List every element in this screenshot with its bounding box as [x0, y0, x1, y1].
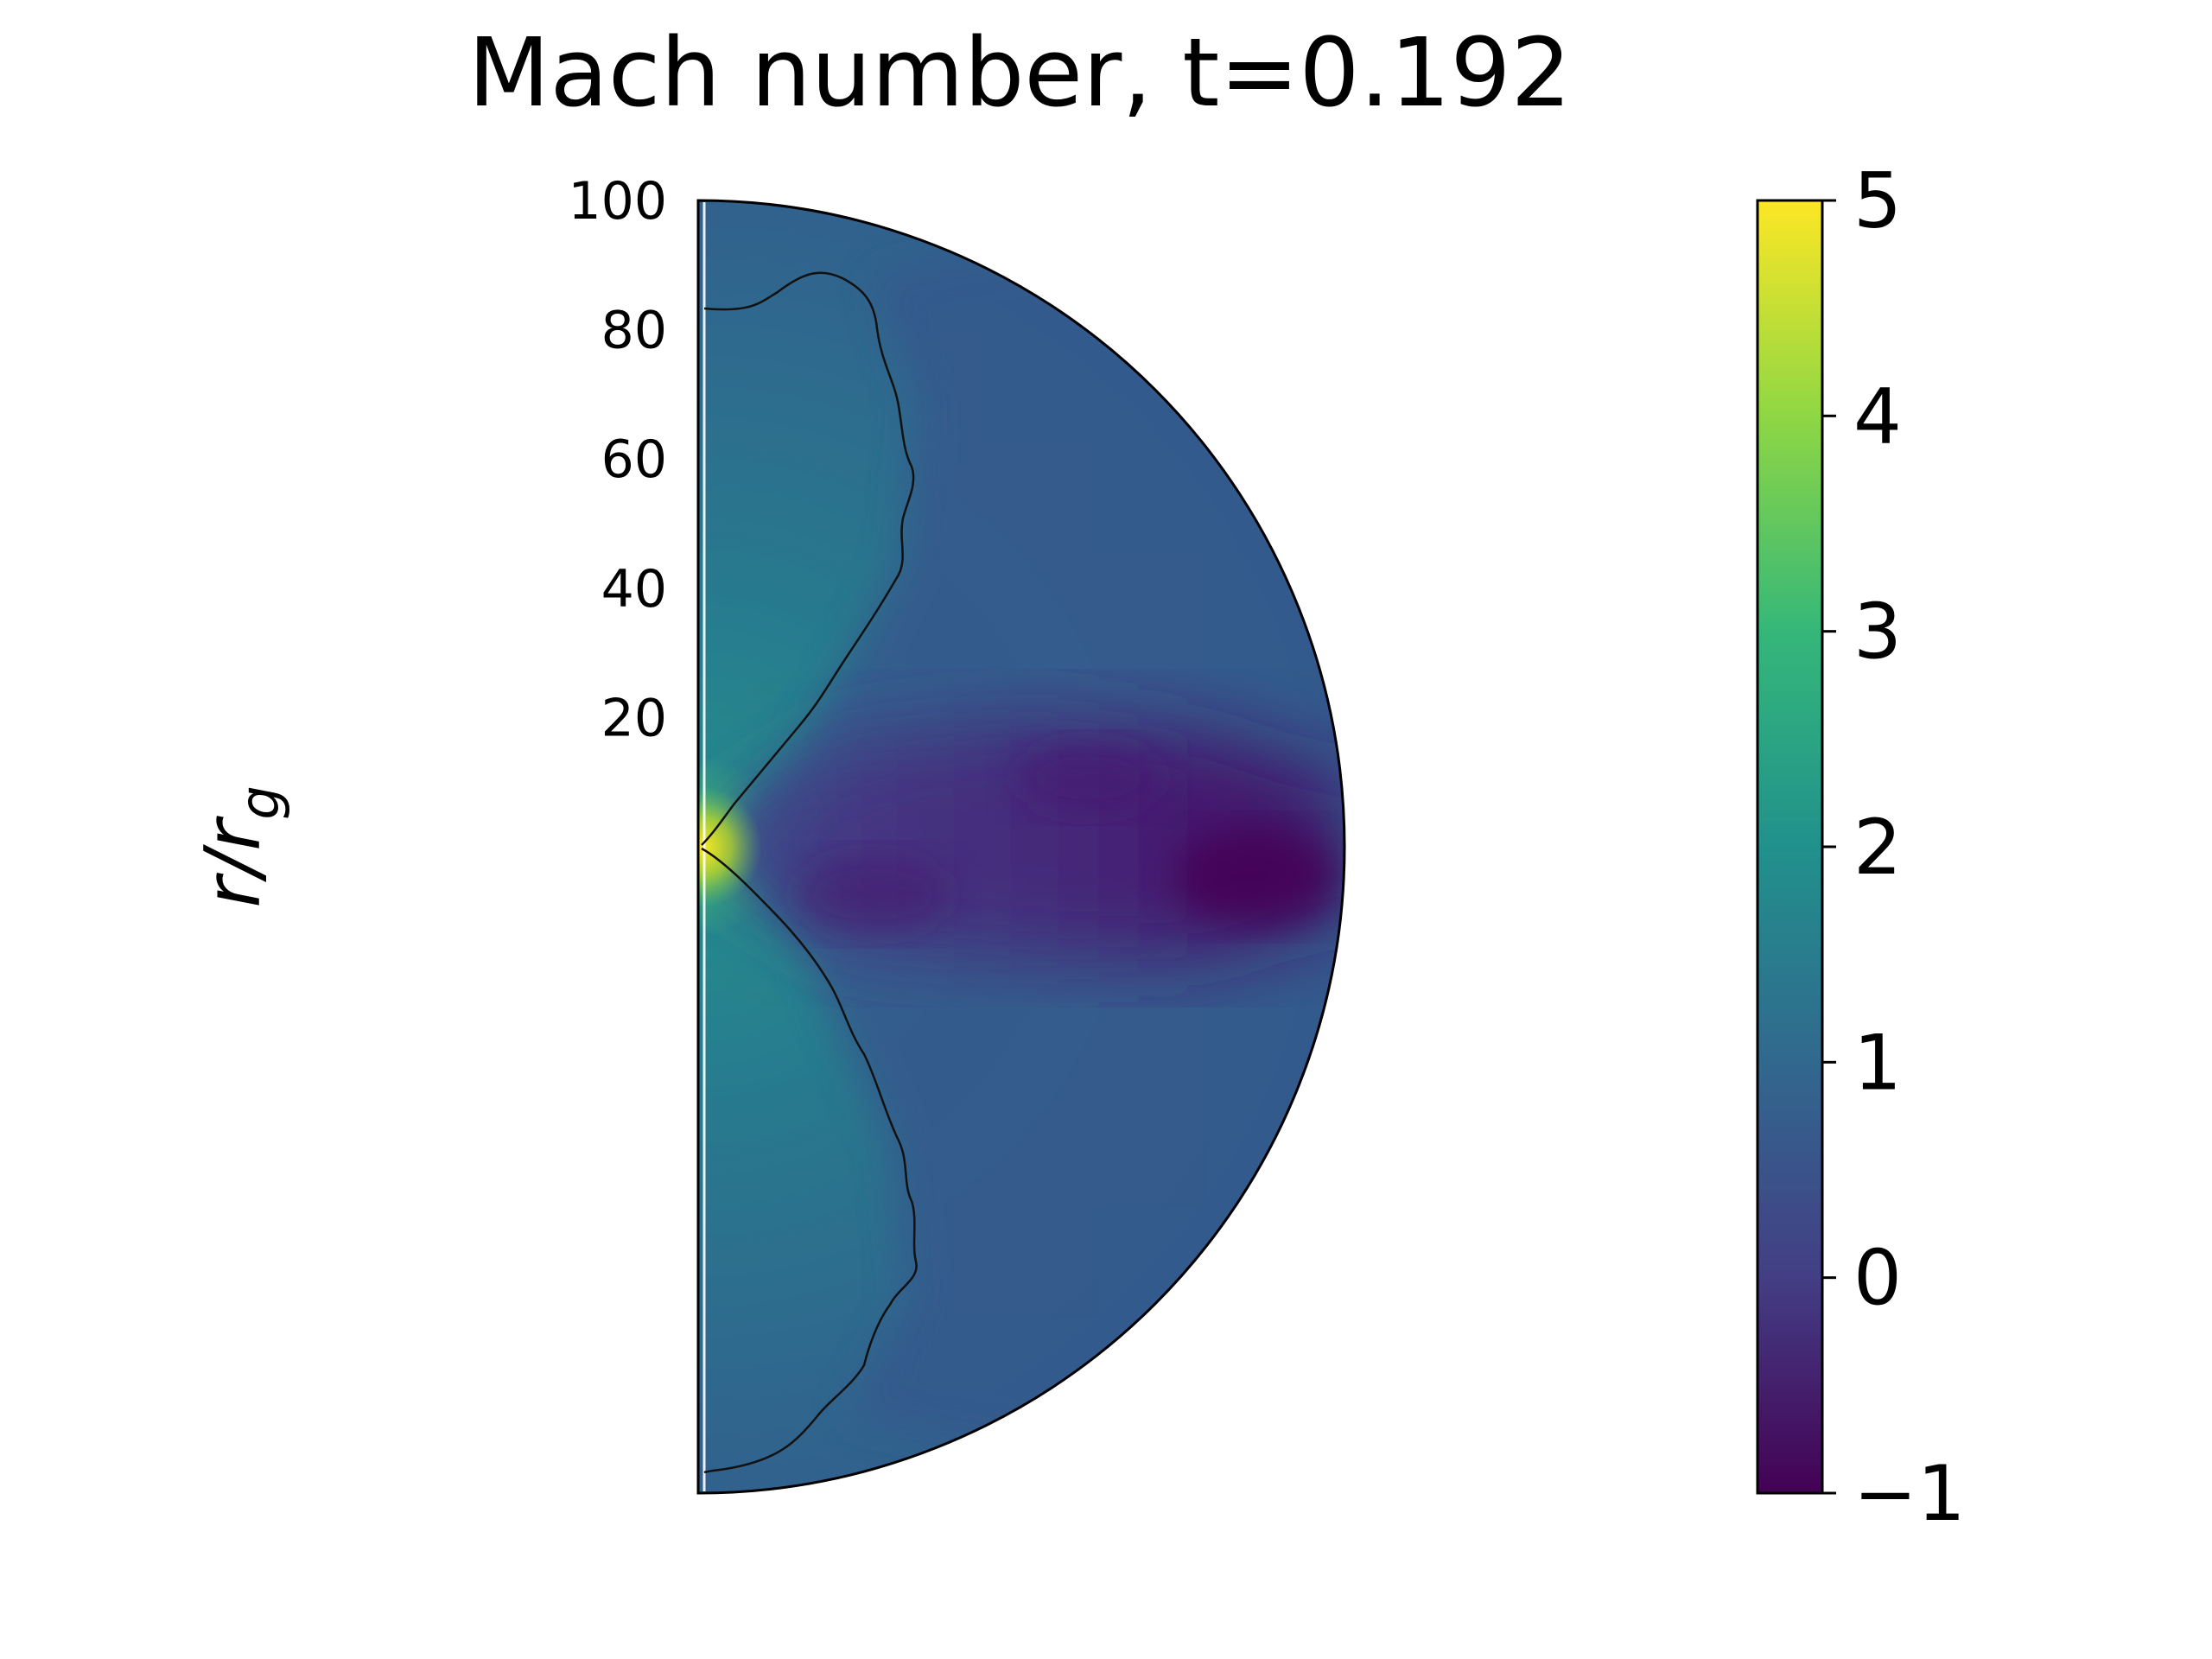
r-tick-label: 20 [601, 688, 667, 748]
colorbar: 5 4 3 2 1 0 −1 [1756, 156, 1966, 1538]
mach-one-contours [701, 271, 918, 1474]
r-tick-label: 80 [601, 301, 667, 361]
chart-title: Mach number, t=0.192 [468, 17, 1572, 128]
field-low-spot-upper [1015, 743, 1162, 812]
y-axis-label-subscript: g [228, 785, 291, 819]
r-tick-labels: 100 80 60 40 20 [568, 171, 667, 748]
colorbar-tick-label: 4 [1853, 372, 1902, 461]
colorbar-ticks: 5 4 3 2 1 0 −1 [1822, 156, 1966, 1538]
colorbar-tick-label: 3 [1853, 588, 1902, 677]
r-tick-label: 100 [568, 171, 667, 232]
field-low-spot-inner [795, 855, 950, 933]
r-tick-label: 60 [601, 429, 667, 490]
colorbar-tick-label: 2 [1853, 803, 1902, 892]
colorbar-tick-label: −1 [1853, 1449, 1966, 1538]
colorbar-tick-label: 0 [1853, 1234, 1902, 1323]
colorbar-tick-label: 1 [1853, 1018, 1902, 1107]
plot-boundary [696, 199, 1346, 1495]
contour-upper [701, 271, 915, 846]
colorbar-gradient [1756, 199, 1824, 1495]
y-axis-label: r/rg [188, 785, 291, 907]
contour-lower [701, 847, 918, 1474]
y-axis-label-main: r/r [188, 816, 277, 908]
field-min-spot [1175, 830, 1339, 925]
colorbar-tick-label: 5 [1853, 156, 1902, 245]
r-tick-label: 40 [601, 559, 667, 620]
